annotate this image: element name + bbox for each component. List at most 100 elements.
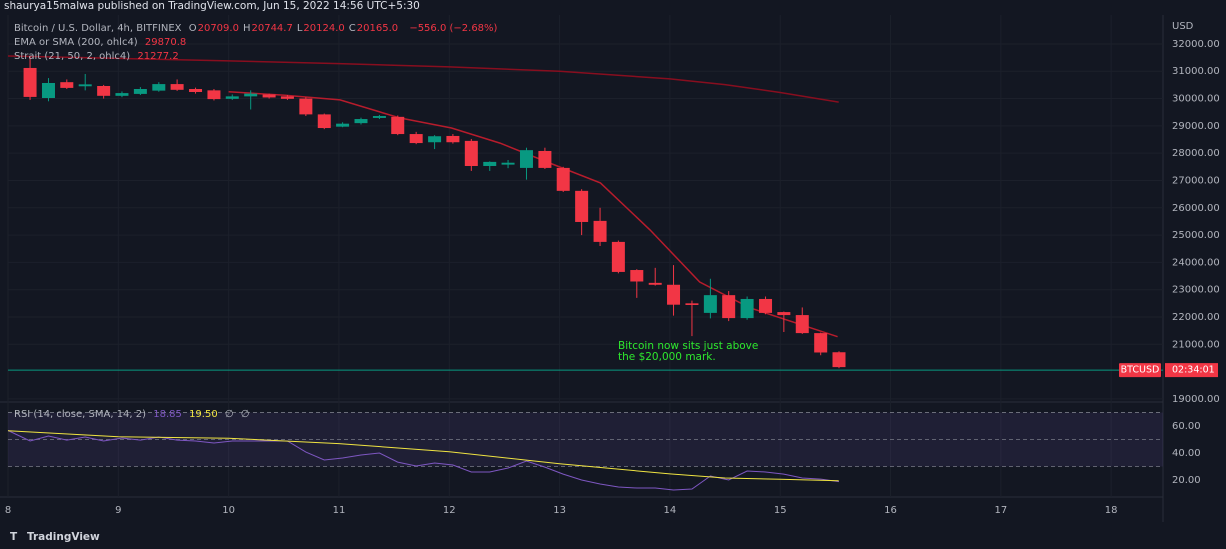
candle-body bbox=[832, 352, 846, 368]
ohlc-value: 20709.0 bbox=[197, 23, 239, 34]
indicator-value: 29870.8 bbox=[144, 37, 187, 48]
footer-bar bbox=[0, 522, 1226, 549]
rsi-title: RSI (14, close, SMA, 14, 2) bbox=[14, 409, 147, 420]
y-tick-label: 32000.00 bbox=[1172, 39, 1220, 50]
candle-body bbox=[133, 88, 147, 94]
candle-body bbox=[777, 312, 791, 316]
rsi-line bbox=[7, 430, 839, 482]
indicator-row: Strait (21, 50, 2, ohlc4) 21277.2 bbox=[14, 50, 501, 64]
candle-body bbox=[556, 167, 570, 191]
candle-body bbox=[611, 241, 625, 272]
x-tick-label: 14 bbox=[664, 505, 677, 516]
ohlc-label: C bbox=[348, 23, 356, 34]
brand: 𝗧 TradingView bbox=[10, 530, 104, 544]
candle-body bbox=[464, 140, 478, 166]
x-tick-label: 18 bbox=[1105, 505, 1118, 516]
badge-symbol-bg bbox=[1119, 363, 1161, 378]
x-tick-label: 13 bbox=[553, 505, 566, 516]
candle-body bbox=[795, 315, 809, 334]
y-tick-label: 30000.00 bbox=[1172, 94, 1220, 105]
candle-body bbox=[170, 84, 184, 90]
candle-body bbox=[722, 295, 736, 319]
y-tick-label: 20.00 bbox=[1172, 475, 1201, 486]
candle-body bbox=[280, 96, 294, 99]
candle-body bbox=[391, 116, 405, 135]
candle-body bbox=[409, 134, 423, 144]
change: −556.0 (−2.68%) bbox=[409, 23, 498, 34]
currency-label: USD bbox=[1172, 21, 1194, 32]
ohlc-value: 20744.7 bbox=[251, 23, 293, 34]
candle-body bbox=[501, 162, 515, 165]
y-tick-label: 27000.00 bbox=[1172, 175, 1220, 186]
symbol-row: Bitcoin / U.S. Dollar, 4h, BITFINEX O207… bbox=[14, 22, 501, 36]
y-tick-label: 29000.00 bbox=[1172, 121, 1220, 132]
candle-body bbox=[97, 85, 111, 96]
candle-body bbox=[648, 282, 662, 285]
candle-body bbox=[115, 93, 129, 96]
y-tick-label: 26000.00 bbox=[1172, 203, 1220, 214]
candle-body bbox=[152, 84, 166, 91]
rsi-legend: RSI (14, close, SMA, 14, 2) 18.85 19.50 … bbox=[14, 408, 254, 422]
candle-body bbox=[262, 94, 276, 98]
rsi-ma-value: 19.50 bbox=[189, 409, 218, 420]
candle-body bbox=[354, 119, 368, 124]
x-tick-label: 12 bbox=[443, 505, 456, 516]
y-tick-label: 19000.00 bbox=[1172, 394, 1220, 405]
indicator-value: 21277.2 bbox=[137, 51, 179, 62]
candle-body bbox=[740, 298, 754, 319]
candle-body bbox=[60, 82, 74, 88]
y-tick-label: 60.00 bbox=[1172, 421, 1201, 432]
ohlc: O20709.0 H20744.7 L20124.0 C20165.0 bbox=[189, 23, 402, 34]
x-tick-label: 17 bbox=[994, 505, 1007, 516]
indicator-row: EMA or SMA (200, ohlc4) 29870.8 bbox=[14, 36, 501, 50]
ohlc-value: 20165.0 bbox=[356, 23, 399, 34]
rsi-line bbox=[7, 430, 840, 491]
y-tick-label: 23000.00 bbox=[1172, 285, 1220, 296]
badge-countdown-bg bbox=[1165, 363, 1218, 378]
y-tick-label: 31000.00 bbox=[1172, 66, 1220, 77]
indicator-name: EMA or SMA (200, ohlc4) bbox=[14, 37, 138, 48]
annotation-line: the $20,000 mark. bbox=[618, 351, 716, 363]
candle-body bbox=[630, 270, 644, 282]
x-tick-label: 9 bbox=[115, 505, 121, 516]
badge-countdown: 02:34:01 bbox=[1172, 365, 1215, 376]
ohlc-label: O bbox=[188, 23, 197, 34]
x-tick-label: 8 bbox=[5, 505, 11, 516]
annotation-line: Bitcoin now sits just above bbox=[618, 340, 759, 352]
y-tick-label: 28000.00 bbox=[1172, 148, 1220, 159]
x-tick-label: 15 bbox=[774, 505, 787, 516]
candle-body bbox=[759, 298, 773, 313]
y-tick-label: 25000.00 bbox=[1172, 230, 1220, 241]
rsi-extra: ∅ bbox=[240, 409, 250, 420]
x-tick-label: 11 bbox=[333, 505, 346, 516]
candle-body bbox=[207, 90, 221, 100]
brand-logo: 𝗧 bbox=[10, 531, 18, 543]
ohlc-value: 20124.0 bbox=[303, 23, 345, 34]
indicator-name: Strait (21, 50, 2, ohlc4) bbox=[14, 51, 131, 62]
candle-body bbox=[189, 88, 203, 92]
candle-body bbox=[446, 135, 460, 143]
candle-body bbox=[244, 93, 258, 97]
legend: Bitcoin / U.S. Dollar, 4h, BITFINEX O207… bbox=[14, 22, 501, 64]
candle-body bbox=[814, 333, 828, 353]
candle-body bbox=[575, 190, 589, 222]
brand-name: TradingView bbox=[27, 531, 100, 543]
x-tick-label: 10 bbox=[222, 505, 235, 516]
candle-body bbox=[372, 116, 386, 118]
candle-body bbox=[685, 303, 699, 305]
y-tick-label: 22000.00 bbox=[1172, 312, 1220, 323]
y-tick-label: 21000.00 bbox=[1172, 339, 1220, 350]
candle-body bbox=[336, 123, 350, 127]
publisher-line: shaurya15malwa published on TradingView.… bbox=[4, 0, 420, 12]
rsi-value: 18.85 bbox=[153, 409, 182, 420]
symbol-title: Bitcoin / U.S. Dollar, 4h, BITFINEX bbox=[14, 23, 182, 34]
candle-body bbox=[317, 114, 331, 129]
badge-symbol: BTCUSD bbox=[1121, 365, 1160, 376]
candle-body bbox=[23, 67, 37, 97]
candle-body bbox=[538, 150, 552, 168]
candle-body bbox=[41, 82, 55, 99]
indicator-line bbox=[7, 55, 839, 103]
candle-body bbox=[483, 161, 497, 166]
